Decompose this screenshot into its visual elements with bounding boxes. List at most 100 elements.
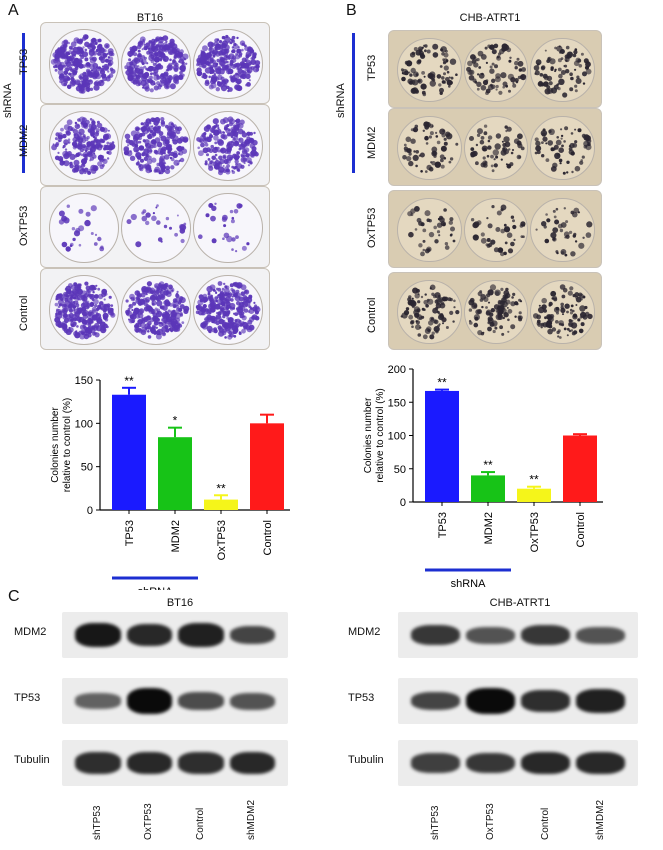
well	[193, 193, 263, 263]
plate-row-label: TP53	[366, 54, 378, 81]
y-axis-label-line: relative to control (%)	[62, 398, 73, 492]
blot-strip-tp53	[398, 678, 638, 724]
well	[121, 193, 191, 263]
bar-control	[250, 423, 284, 510]
panel-a-shrna-label: shRNA	[2, 83, 14, 118]
colony-dots	[195, 281, 261, 340]
colony-dots	[126, 204, 187, 248]
blot-row-label: TP53	[348, 692, 375, 704]
blot-row-label: TP53	[14, 692, 41, 704]
colony-dots	[123, 117, 189, 175]
colony-dots	[124, 35, 189, 93]
plate-row-label: OxTP53	[366, 207, 378, 248]
y-tick-label: 50	[394, 464, 406, 476]
panel-b-title: CHB-ATRT1	[459, 12, 521, 24]
well	[463, 279, 529, 345]
bar-oxtp53	[204, 499, 238, 510]
colony-dots	[198, 202, 250, 253]
blot-row-label: Tubulin	[348, 754, 384, 766]
blot-band	[178, 752, 224, 774]
colony-dots	[535, 206, 593, 257]
panel-c-left-title: BT16	[166, 597, 194, 609]
y-axis-label-line: Colonies number	[363, 397, 374, 473]
y-tick-label: 100	[388, 431, 406, 443]
x-tick-label: TP53	[437, 512, 449, 538]
bar-tp53	[112, 394, 146, 510]
lane-label: Control	[194, 807, 206, 840]
colony-dots	[50, 34, 116, 94]
bar-mdm2	[158, 437, 192, 510]
blot-strip-tp53	[62, 678, 288, 724]
lane-label: shMDM2	[246, 799, 258, 840]
y-tick-label: 150	[75, 375, 93, 387]
well	[49, 29, 119, 99]
significance-label: *	[173, 414, 178, 428]
colony-dots	[125, 281, 190, 340]
well	[530, 115, 595, 181]
plate-row-label: Control	[366, 297, 378, 333]
plate-control	[388, 272, 602, 350]
well	[397, 37, 462, 103]
blot-band	[411, 753, 460, 773]
plate-mdm2	[388, 108, 602, 186]
lane-label: shTP53	[429, 805, 441, 840]
panel-b-shrna-bracket	[352, 33, 355, 173]
blot-band	[521, 751, 570, 775]
y-tick-label: 0	[87, 505, 93, 517]
bar-control	[563, 435, 597, 502]
lane-label: shTP53	[91, 805, 103, 840]
significance-label: **	[124, 374, 134, 388]
plate-row-label: OxTP53	[18, 205, 30, 246]
well	[193, 275, 263, 345]
blot-band	[126, 688, 172, 714]
panel-a-shrna-bracket	[22, 33, 25, 173]
colony-dots	[468, 124, 525, 172]
y-axis-label-line: Colonies number	[50, 407, 61, 483]
x-tick-label: MDM2	[170, 520, 182, 552]
well	[463, 37, 529, 103]
well	[49, 193, 119, 263]
blot-band	[411, 624, 460, 646]
bar-mdm2	[471, 475, 505, 502]
blot-row-label: MDM2	[14, 626, 47, 638]
blot-band	[466, 626, 515, 644]
well	[121, 29, 191, 99]
blot-band	[576, 751, 625, 775]
x-tick-label: TP53	[124, 520, 136, 546]
colony-dots	[51, 116, 116, 175]
well	[49, 275, 119, 345]
panel-a-title: BT16	[136, 12, 164, 24]
well	[49, 111, 119, 181]
blot-band	[466, 752, 515, 774]
blot-band	[466, 688, 515, 714]
well	[397, 115, 462, 181]
well	[397, 197, 462, 263]
plate-tp53	[40, 22, 270, 104]
blot-band	[75, 622, 121, 648]
well	[121, 111, 191, 181]
y-tick-label: 100	[75, 418, 93, 430]
well	[530, 279, 595, 345]
y-axis-label: Colonies numberrelative to control (%)	[363, 388, 386, 482]
lane-label: OxTP53	[484, 803, 496, 840]
colony-dots	[534, 45, 592, 98]
plate-mdm2	[40, 104, 270, 186]
shrna-group-label: shRNA	[451, 578, 487, 590]
blot-band	[229, 625, 275, 645]
significance-label: **	[529, 473, 539, 487]
blot-band	[178, 692, 224, 710]
blot-row-label: MDM2	[348, 626, 381, 638]
blot-band	[126, 751, 172, 775]
blot-band	[178, 623, 224, 647]
plate-tp53	[388, 30, 602, 108]
blot-band	[229, 692, 275, 710]
panel-letter-c: C	[8, 588, 20, 605]
y-tick-label: 0	[400, 497, 406, 509]
colony-dots	[533, 283, 594, 339]
well	[397, 279, 462, 345]
blot-strip-tubulin	[62, 740, 288, 786]
lane-label: OxTP53	[143, 803, 155, 840]
x-tick-label: Control	[575, 512, 587, 547]
plate-control	[40, 268, 270, 350]
blot-band	[126, 623, 172, 647]
